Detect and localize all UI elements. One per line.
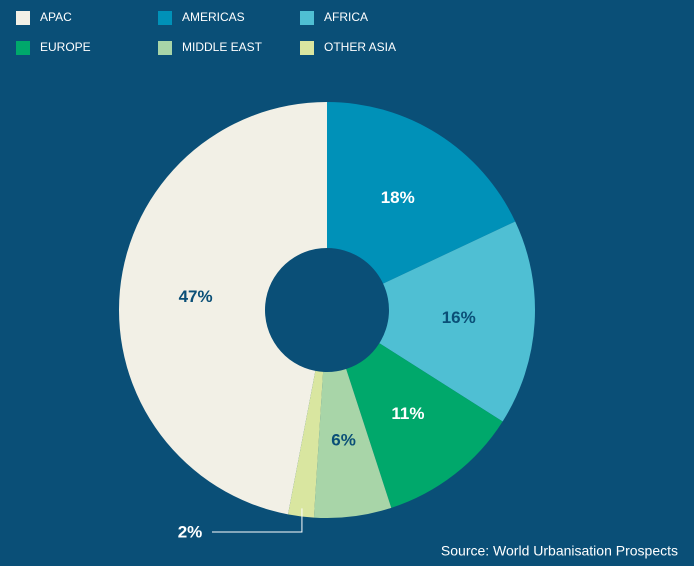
slice bbox=[288, 370, 324, 518]
slice bbox=[313, 368, 392, 518]
data-label: 11% bbox=[391, 404, 424, 423]
legend-label: OTHER ASIA bbox=[324, 40, 396, 54]
legend-label: AFRICA bbox=[324, 10, 368, 24]
data-label: 16% bbox=[442, 308, 476, 327]
slice bbox=[118, 102, 327, 515]
legend-label: EUROPE bbox=[40, 40, 91, 54]
legend-swatch bbox=[158, 41, 172, 55]
source: Source: World Urbanisation Prospects bbox=[441, 543, 678, 559]
legend-swatch bbox=[300, 41, 314, 55]
legend-swatch bbox=[158, 11, 172, 25]
legend-swatch bbox=[16, 11, 30, 25]
slice bbox=[327, 102, 516, 284]
legend-label: AMERICAS bbox=[182, 10, 245, 24]
slice bbox=[346, 343, 503, 508]
data-label: 2% bbox=[178, 522, 203, 541]
legend-swatch bbox=[300, 11, 314, 25]
legend-swatch bbox=[16, 41, 30, 55]
legend-label: MIDDLE EAST bbox=[182, 40, 263, 54]
legend-label: APAC bbox=[40, 10, 72, 24]
data-label: 6% bbox=[331, 430, 356, 449]
leader-line bbox=[212, 508, 303, 533]
data-label: 18% bbox=[381, 188, 415, 207]
data-label: 47% bbox=[179, 287, 213, 306]
slice bbox=[379, 221, 535, 422]
